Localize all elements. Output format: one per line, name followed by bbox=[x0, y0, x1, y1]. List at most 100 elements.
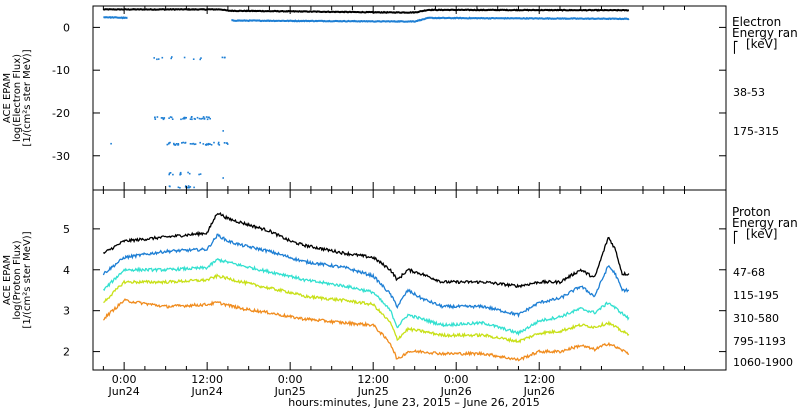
legend-entry: 175-315 bbox=[733, 125, 779, 138]
y-axis-label: [1/(cm²s ster MeV)] bbox=[22, 231, 33, 328]
scatter-point bbox=[154, 116, 156, 119]
scatter-point bbox=[226, 143, 229, 145]
series-38-53 bbox=[103, 7, 630, 14]
legend-bracket: ⎡ bbox=[733, 40, 739, 54]
scatter-point bbox=[171, 56, 173, 58]
scatter-point bbox=[196, 116, 199, 119]
scatter-point bbox=[188, 172, 191, 175]
legend-title: Electron bbox=[732, 15, 781, 29]
scatter-point bbox=[174, 144, 176, 146]
scatter-point bbox=[221, 56, 224, 59]
legend-title: [keV] bbox=[746, 227, 777, 241]
scatter-point bbox=[198, 173, 200, 176]
x-tick-time: 0:00 bbox=[278, 373, 303, 386]
x-tick-date: Jun25 bbox=[274, 385, 306, 398]
scatter-point bbox=[167, 143, 170, 145]
series-1060-1900 bbox=[102, 298, 629, 362]
scatter-point bbox=[192, 142, 195, 145]
scatter-point bbox=[218, 144, 221, 146]
y-axis-label: log(Proton Flux) bbox=[12, 240, 23, 319]
y-tick-label: 2 bbox=[63, 346, 70, 359]
x-tick-date: Jun24 bbox=[191, 385, 223, 398]
x-tick-date: Jun25 bbox=[357, 385, 389, 398]
scatter-point bbox=[168, 172, 171, 175]
x-tick-time: 0:00 bbox=[444, 373, 469, 386]
scatter-point bbox=[169, 185, 171, 188]
scatter-point bbox=[207, 143, 209, 146]
legend-entry: 38-53 bbox=[733, 86, 765, 99]
legend-entry: 1060-1900 bbox=[733, 356, 793, 369]
scatter-point bbox=[199, 141, 201, 144]
scatter-point bbox=[210, 144, 213, 146]
legend-title: Energy ran bbox=[732, 216, 798, 230]
scatter-point bbox=[201, 117, 204, 120]
scatter-point bbox=[187, 186, 189, 189]
scatter-point bbox=[161, 117, 164, 119]
x-tick-time: 12:00 bbox=[191, 373, 223, 386]
scatter-point bbox=[157, 58, 160, 60]
series-310-580 bbox=[102, 257, 630, 337]
scatter-point bbox=[177, 186, 180, 189]
series-795-1193 bbox=[103, 273, 630, 344]
electron-flux-panel: 0 -10 -20 -30 ACE EPAM log(Electron Flux) [1/(… bbox=[2, 5, 798, 191]
scatter-point bbox=[207, 142, 210, 145]
scatter-point bbox=[206, 143, 208, 145]
y-tick-label: -30 bbox=[52, 150, 70, 163]
scatter-point bbox=[202, 143, 205, 145]
scatter-point bbox=[169, 172, 172, 174]
scatter-point bbox=[181, 142, 183, 144]
x-axis-label: hours:minutes, June 23, 2015 – June 26, … bbox=[288, 396, 540, 409]
scatter-point bbox=[207, 116, 210, 119]
scatter-point bbox=[162, 118, 165, 121]
scatter-point bbox=[182, 118, 184, 120]
series-115-195 bbox=[102, 233, 629, 318]
series-line bbox=[102, 212, 630, 289]
scatter-point bbox=[185, 185, 187, 187]
scatter-point bbox=[203, 118, 206, 120]
y-tick-label: -10 bbox=[52, 64, 70, 77]
scatter-point bbox=[222, 130, 224, 132]
y-axis-label: [1/(cm²s ster MeV)] bbox=[22, 49, 33, 146]
scatter-point bbox=[170, 116, 173, 119]
series-175-315 bbox=[103, 16, 630, 189]
x-tick-time: 12:00 bbox=[523, 373, 555, 386]
scatter-point bbox=[183, 56, 186, 59]
legend-entry: 115-195 bbox=[733, 289, 779, 302]
scatter-point bbox=[194, 143, 197, 145]
series-line bbox=[103, 16, 128, 20]
scatter-point bbox=[217, 141, 220, 144]
scatter-point bbox=[161, 56, 164, 59]
panel-frame bbox=[92, 189, 727, 371]
legend-entry: 47-68 bbox=[733, 266, 765, 279]
scatter-point bbox=[200, 118, 202, 120]
series-line bbox=[231, 16, 630, 23]
y-tick-label: 5 bbox=[63, 223, 70, 236]
scatter-point bbox=[198, 117, 201, 120]
scatter-point bbox=[193, 186, 195, 189]
legend-bracket: ⎡ bbox=[733, 230, 739, 244]
y-tick-label: 3 bbox=[63, 305, 70, 318]
scatter-point bbox=[154, 118, 157, 120]
series-line bbox=[103, 273, 630, 344]
x-tick-date: Jun26 bbox=[523, 385, 555, 398]
y-tick-label: 4 bbox=[63, 264, 70, 277]
scatter-point bbox=[171, 118, 174, 120]
series-line bbox=[103, 7, 630, 14]
proton-flux-panel: 2 3 4 5 ACE EPAM log(Proton Flux) [1/(cm²s ste… bbox=[2, 189, 798, 371]
scatter-point bbox=[199, 173, 202, 175]
scatter-point bbox=[189, 186, 192, 188]
scatter-point bbox=[156, 116, 159, 118]
series-line bbox=[102, 233, 629, 318]
series-line bbox=[102, 298, 629, 362]
scatter-point bbox=[213, 141, 215, 144]
scatter-point bbox=[166, 143, 169, 146]
scatter-point bbox=[217, 143, 220, 145]
y-axis-label: ACE EPAM bbox=[2, 255, 13, 305]
series-line bbox=[102, 257, 630, 337]
scatter-point bbox=[193, 143, 196, 146]
scatter-point bbox=[202, 116, 205, 118]
scatter-point bbox=[184, 141, 187, 144]
scatter-point bbox=[179, 187, 181, 189]
scatter-point bbox=[153, 57, 155, 59]
